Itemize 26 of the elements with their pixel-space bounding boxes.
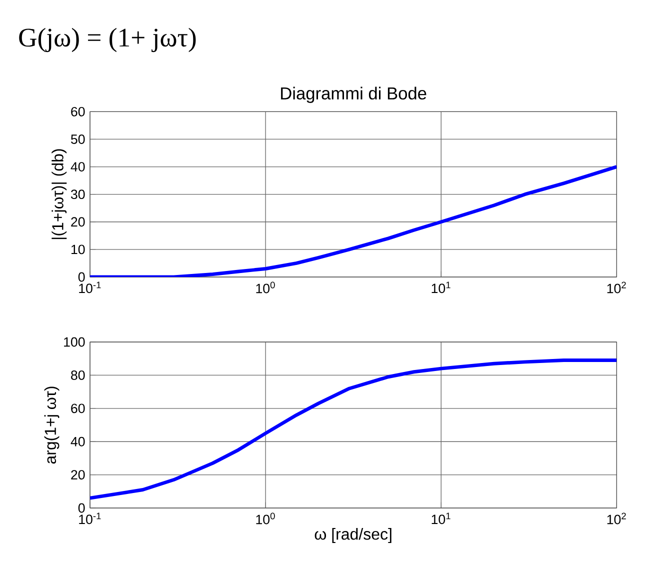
y-tick-label: 80: [71, 370, 85, 380]
y-axis-title: arg(1+j ωτ): [44, 386, 60, 464]
y-tick-label: 20: [71, 217, 85, 227]
x-tick-label: 10$^{2}$: [607, 512, 626, 524]
x-tick-label: 10$^{1}$: [432, 282, 450, 294]
y-tick-label: 40: [70, 436, 85, 446]
y-tick-label: 60: [71, 106, 85, 116]
y-tick-label: 60: [71, 404, 85, 414]
y-tick-label: 0: [78, 503, 85, 513]
x-tick-label: 10$^{1}$: [432, 512, 450, 524]
y-tick-label: 0: [78, 272, 85, 282]
y-tick-label: 100: [64, 337, 85, 347]
x-axis-title: ω [rad/sec]: [314, 528, 392, 543]
y-tick-label: 20: [71, 470, 85, 480]
y-tick-label: 40: [70, 162, 85, 172]
x-tick-label: 10$^{2}$: [607, 282, 626, 294]
y-tick-label: 10: [71, 244, 85, 254]
x-tick-label: 10$^{0}$: [256, 512, 275, 524]
chart-title: Diagrammi di Bode: [281, 86, 426, 103]
text: G(jω) = (1+ jωτ): [19, 28, 196, 52]
y-tick-label: 50: [71, 134, 85, 144]
x-tick-label: 10$^{0}$: [256, 282, 275, 294]
x-tick-label: 10$^{-1}$: [79, 512, 101, 524]
y-tick-label: 30: [70, 190, 85, 200]
x-tick-label: 10$^{-1}$: [79, 282, 101, 294]
y-axis-title: |(1+jωτ)| (db): [52, 149, 67, 240]
